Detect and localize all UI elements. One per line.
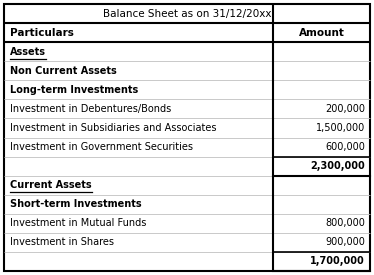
Text: Investment in Mutual Funds: Investment in Mutual Funds [10, 218, 146, 228]
Text: Balance Sheet as on 31/12/20xx: Balance Sheet as on 31/12/20xx [103, 9, 271, 18]
Text: Particulars: Particulars [10, 28, 74, 38]
Text: Investment in Government Securities: Investment in Government Securities [10, 142, 193, 152]
Text: Investment in Subsidiaries and Associates: Investment in Subsidiaries and Associate… [10, 123, 217, 133]
Text: 200,000: 200,000 [325, 104, 365, 114]
Text: 600,000: 600,000 [325, 142, 365, 152]
Text: Investment in Shares: Investment in Shares [10, 237, 114, 248]
Text: Investment in Debentures/Bonds: Investment in Debentures/Bonds [10, 104, 171, 114]
Text: Long-term Investments: Long-term Investments [10, 85, 138, 95]
Text: 800,000: 800,000 [325, 218, 365, 228]
Text: 900,000: 900,000 [325, 237, 365, 248]
Text: Current Assets: Current Assets [10, 180, 92, 190]
Text: Amount: Amount [298, 28, 344, 38]
Text: Non Current Assets: Non Current Assets [10, 66, 117, 76]
Text: Short-term Investments: Short-term Investments [10, 199, 142, 209]
Text: 2,300,000: 2,300,000 [310, 161, 365, 171]
Text: Assets: Assets [10, 47, 46, 57]
Text: 1,700,000: 1,700,000 [310, 257, 365, 266]
Text: 1,500,000: 1,500,000 [316, 123, 365, 133]
